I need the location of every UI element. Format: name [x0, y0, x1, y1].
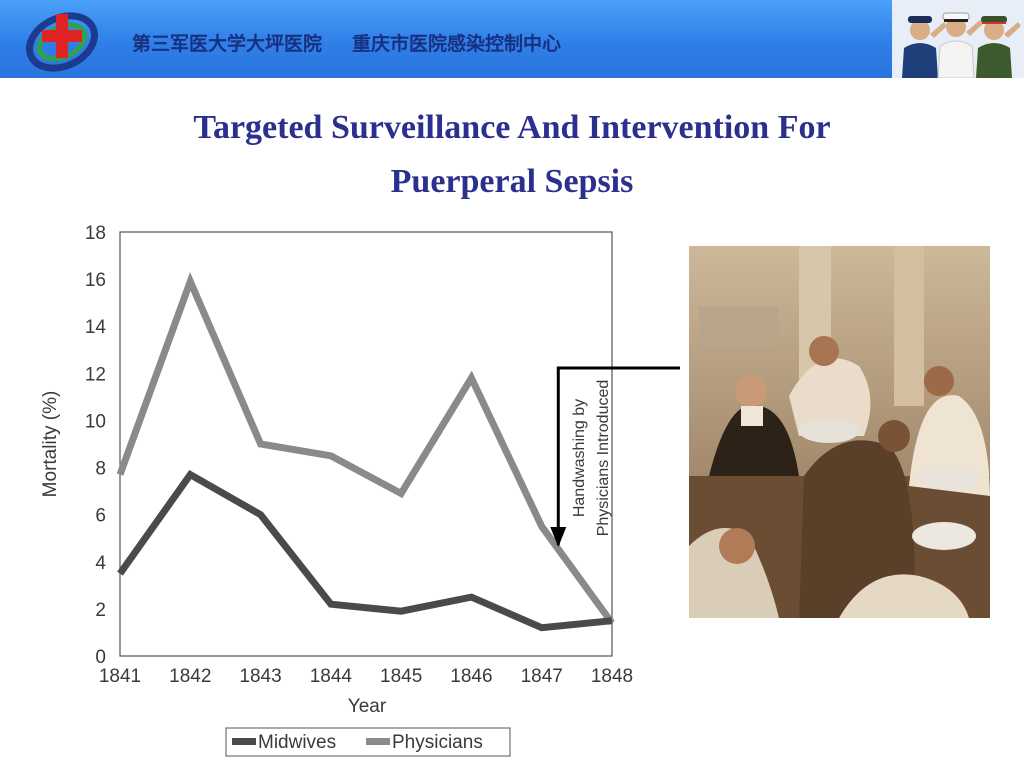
legend-label-midwives: Midwives	[258, 732, 336, 753]
y-tick-label: 2	[95, 600, 106, 621]
slide-title-line2: Puerperal Sepsis	[390, 163, 634, 200]
header-center-name: 重庆市医院感染控制中心	[352, 33, 562, 55]
y-tick-label: 4	[95, 553, 106, 574]
series-line-physicians	[116, 272, 615, 626]
mortality-line-chart: 0 2 4 6 8 10 12 14 16 18 1841 1842 1843 1844 1845 1846…	[40, 223, 680, 757]
y-tick-label: 8	[95, 459, 106, 480]
x-tick-label: 1844	[310, 666, 353, 687]
header-bar: 第三军医大学大坪医院 重庆市医院感染控制中心	[0, 0, 1024, 78]
annotation-arrow-head	[550, 527, 567, 547]
legend-swatch-midwives	[232, 738, 256, 745]
x-tick-label: 1846	[450, 666, 492, 687]
slide-title-line1: Targeted Surveillance And Intervention F…	[193, 109, 831, 146]
annotation-text-line1: Handwashing by	[571, 399, 588, 517]
soldiers-photo	[892, 0, 1024, 78]
x-tick-label: 1841	[99, 666, 141, 687]
y-tick-label: 14	[85, 317, 107, 338]
y-tick-label: 0	[95, 647, 106, 668]
y-axis-label: Mortality (%)	[40, 391, 61, 498]
x-tick-label: 1843	[239, 666, 281, 687]
y-tick-label: 16	[85, 270, 106, 291]
handwashing-painting	[689, 246, 990, 618]
y-tick-label: 12	[85, 364, 106, 385]
x-axis-label: Year	[348, 696, 387, 717]
x-tick-label: 1842	[169, 666, 211, 687]
x-tick-label: 1847	[521, 666, 563, 687]
annotation-arrow-line	[556, 366, 680, 545]
legend-swatch-physicians	[366, 738, 390, 745]
series-line-midwives	[117, 469, 613, 632]
y-tick-label: 18	[85, 223, 106, 244]
annotation-text-line2: Physicians Introduced	[595, 380, 612, 537]
y-tick-label: 6	[95, 506, 106, 527]
x-tick-label: 1848	[591, 666, 633, 687]
legend-label-physicians: Physicians	[392, 732, 483, 753]
header-hospital-name: 第三军医大学大坪医院	[132, 33, 323, 55]
hospital-logo-icon	[26, 12, 98, 72]
chart-legend: Midwives Physicians	[225, 727, 511, 757]
x-tick-label: 1845	[380, 666, 422, 687]
y-tick-label: 10	[85, 411, 106, 432]
